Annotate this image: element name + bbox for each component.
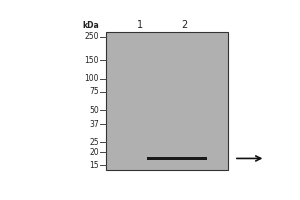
Text: 250: 250 [85,32,99,41]
Text: 15: 15 [89,161,99,170]
Text: 150: 150 [85,56,99,65]
Text: 2: 2 [181,20,187,30]
Bar [106,32,228,170]
Text: 75: 75 [89,87,99,96]
Text: 50: 50 [89,106,99,115]
Text: 1: 1 [137,20,143,30]
Text: 25: 25 [89,138,99,147]
Text: kDa: kDa [82,21,99,30]
Text: 37: 37 [89,120,99,129]
Text: 100: 100 [85,74,99,83]
Bar [147,157,207,160]
Text: 20: 20 [89,148,99,157]
